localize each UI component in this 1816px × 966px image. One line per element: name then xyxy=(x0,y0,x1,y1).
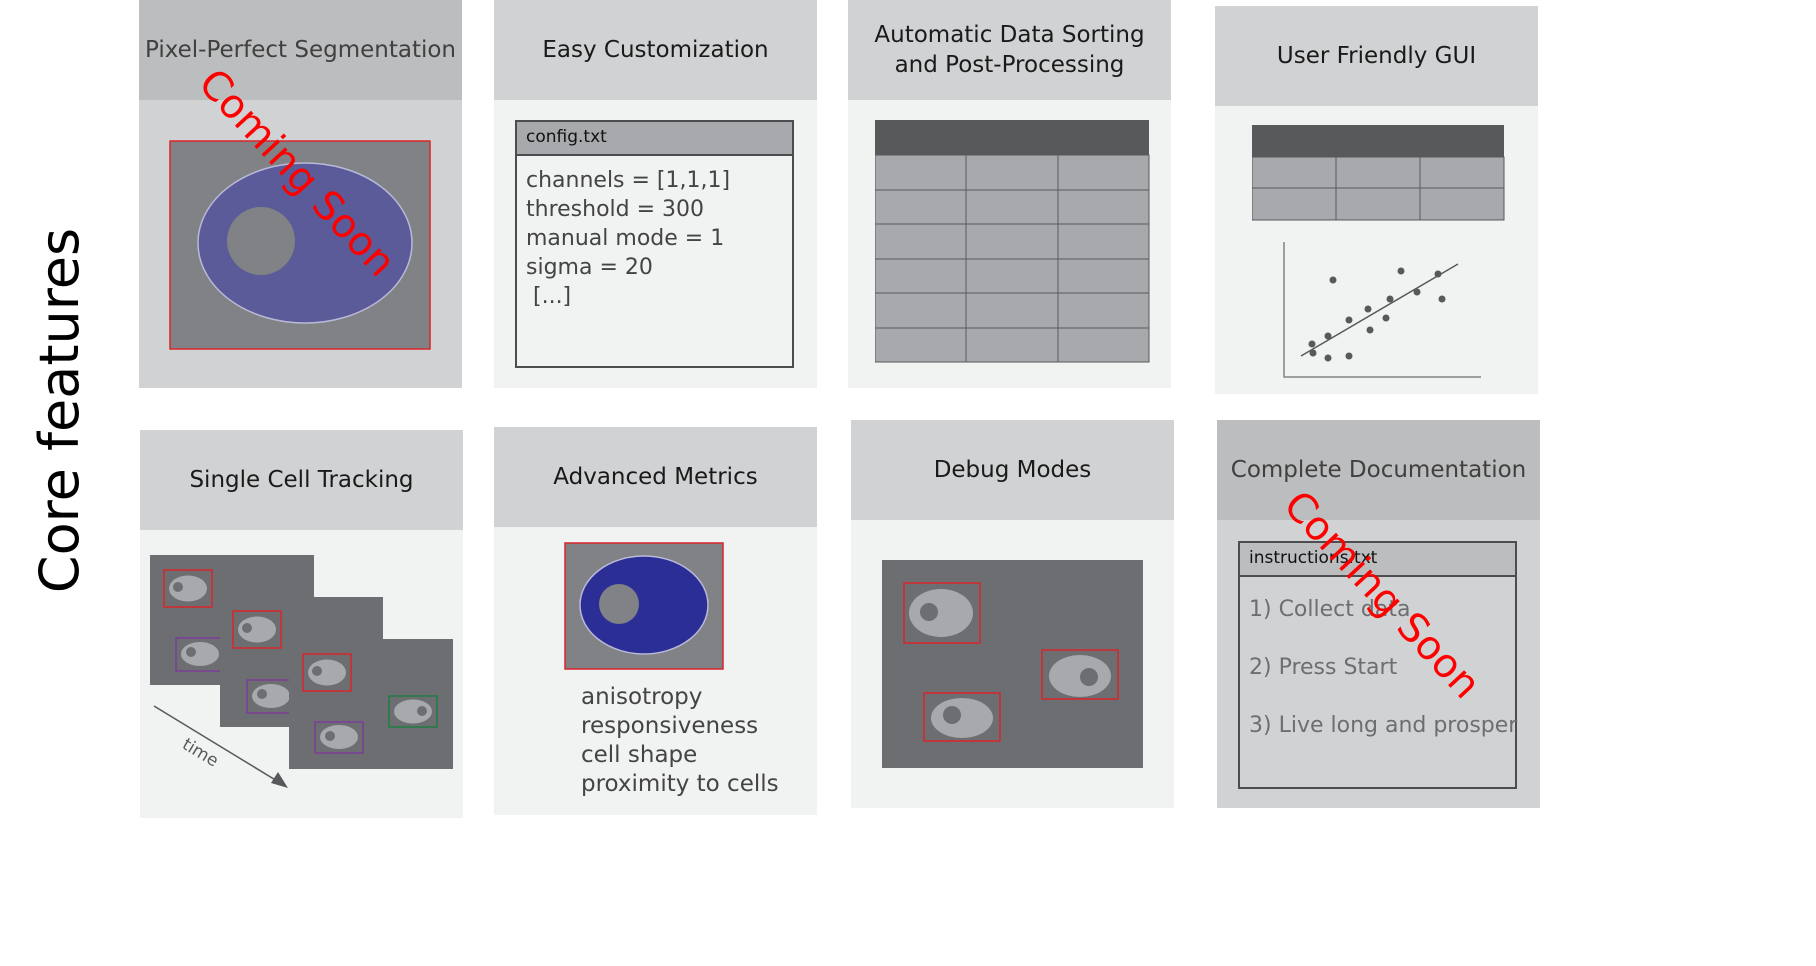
config-line: manual mode = 1 xyxy=(526,226,725,251)
side-title: Core features xyxy=(28,227,92,593)
scatter-plot-illustration xyxy=(1283,242,1481,378)
config-line: channels = [1,1,1] xyxy=(526,168,731,193)
time-arrow xyxy=(153,705,283,785)
card-debug-modes: Debug Modes xyxy=(851,420,1174,808)
metric-item: cell shape xyxy=(581,742,698,768)
card-advanced-metrics: Advanced Metrics anisotropy responsivene… xyxy=(494,427,817,815)
instruction-line: 3) Live long and prosper xyxy=(1249,713,1518,738)
instruction-line: 2) Press Start xyxy=(1249,655,1398,680)
instruction-line: 1) Collect data xyxy=(1249,597,1411,622)
segmentation-illustration xyxy=(169,140,431,350)
config-line: threshold = 300 xyxy=(526,197,705,222)
data-table-illustration xyxy=(875,120,1150,363)
gui-table-illustration xyxy=(1252,125,1505,221)
card-single-cell-tracking: Single Cell Tracking time xyxy=(140,430,463,818)
card-title: Debug Modes xyxy=(851,420,1174,520)
card-title: Pixel-Perfect Segmentation xyxy=(139,0,462,100)
card-title: Single Cell Tracking xyxy=(140,430,463,530)
plot-axes xyxy=(1283,242,1481,378)
card-title: Easy Customization xyxy=(494,0,817,100)
config-filename: config.txt xyxy=(517,122,792,156)
card-automatic-data-sorting: Automatic Data Sorting and Post-Processi… xyxy=(848,0,1171,388)
card-title: Automatic Data Sorting and Post-Processi… xyxy=(848,0,1171,100)
debug-illustration xyxy=(882,560,1143,768)
config-file: config.txt channels = [1,1,1] threshold … xyxy=(515,120,794,368)
metrics-list: anisotropy responsiveness cell shape pro… xyxy=(581,683,779,799)
config-lines: channels = [1,1,1] threshold = 300 manua… xyxy=(517,156,792,311)
card-title: Complete Documentation xyxy=(1217,420,1540,520)
table-header xyxy=(875,120,1149,155)
card-title: User Friendly GUI xyxy=(1215,6,1538,106)
frame-3 xyxy=(289,639,453,769)
metrics-illustration xyxy=(564,542,724,670)
card-complete-documentation: Complete Documentation instructions.txt … xyxy=(1217,420,1540,808)
config-line: [...] xyxy=(526,284,572,309)
instructions-filename: instructions.txt xyxy=(1240,543,1515,577)
metric-item: anisotropy xyxy=(581,684,703,710)
card-easy-customization: Easy Customization config.txt channels =… xyxy=(494,0,817,388)
card-user-friendly-gui: User Friendly GUI xyxy=(1215,6,1538,394)
metric-item: proximity to cells xyxy=(581,771,779,797)
trend-line xyxy=(1300,263,1459,357)
metric-item: responsiveness xyxy=(581,713,759,739)
instructions-file: instructions.txt 1) Collect data 2) Pres… xyxy=(1238,541,1517,789)
cell-nucleus xyxy=(227,207,295,275)
card-title: Advanced Metrics xyxy=(494,427,817,527)
card-pixel-perfect-segmentation: Pixel-Perfect Segmentation Coming Soon xyxy=(139,0,462,388)
tracking-frames-illustration xyxy=(150,555,453,788)
instructions-lines: 1) Collect data 2) Press Start 3) Live l… xyxy=(1240,577,1518,740)
cell-body xyxy=(197,162,413,324)
config-line: sigma = 20 xyxy=(526,255,653,280)
